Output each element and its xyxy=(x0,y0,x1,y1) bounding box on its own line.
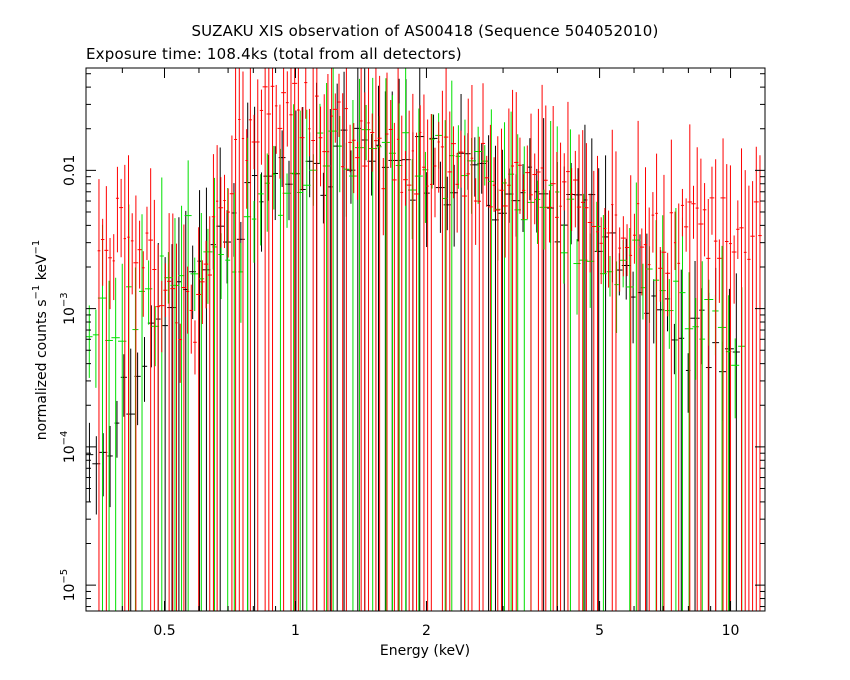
y-tick-label-exp: −4 xyxy=(59,431,70,446)
y-tick-label-base: 10 xyxy=(62,307,78,325)
y-axis-label: normalized counts s−1 keV−1 xyxy=(31,240,50,441)
y-tick-label-base: 0.01 xyxy=(62,155,78,186)
x-axis-label: Energy (keV) xyxy=(380,643,470,659)
x-tick-label: 1 xyxy=(291,623,300,639)
x-tick-label: 5 xyxy=(595,623,604,639)
data-layer xyxy=(86,68,762,611)
y-axis-label-unit: keV xyxy=(34,254,50,285)
y-tick-label-base: 10 xyxy=(62,584,78,602)
x-tick-label: 2 xyxy=(422,623,431,639)
y-axis-label-exp-1: −1 xyxy=(31,285,42,300)
y-tick-label: 10−3 xyxy=(59,292,78,325)
chart-title: SUZAKU XIS observation of AS00418 (Seque… xyxy=(191,22,659,40)
x-tick-label: 10 xyxy=(722,623,740,639)
x-tick-label: 0.5 xyxy=(153,623,175,639)
y-tick-label: 10−4 xyxy=(59,431,78,464)
y-tick-label-base: 10 xyxy=(62,445,78,463)
y-axis-label-exp-2: −1 xyxy=(31,240,42,255)
y-tick-label: 10−5 xyxy=(59,569,78,602)
series-2 xyxy=(97,68,762,611)
chart-subtitle: Exposure time: 108.4ks (total from all d… xyxy=(86,45,462,63)
y-tick-label-exp: −3 xyxy=(59,292,70,307)
y-tick-label: 0.01 xyxy=(62,155,78,186)
y-axis-label-main: normalized counts s xyxy=(34,299,50,440)
y-tick-label-exp: −5 xyxy=(59,569,70,584)
